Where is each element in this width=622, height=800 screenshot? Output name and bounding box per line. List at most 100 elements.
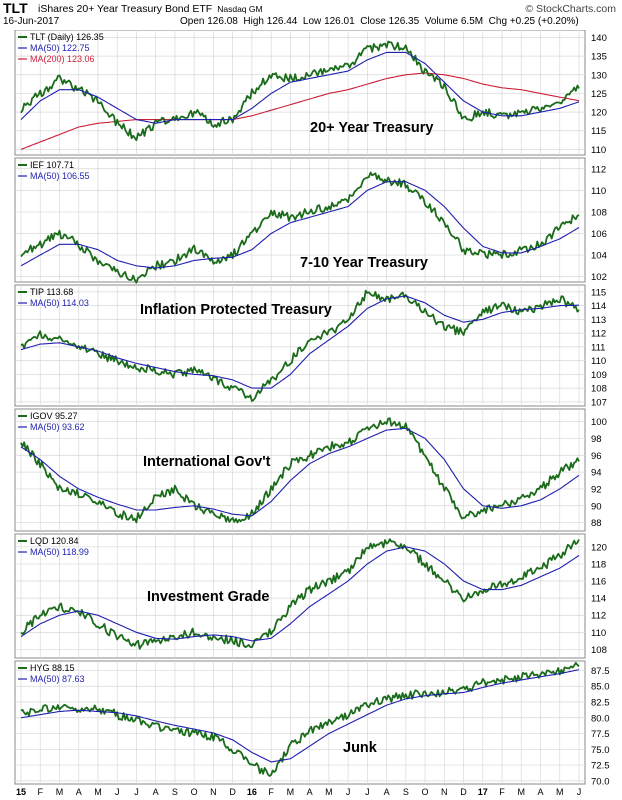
- y-tick-label: 110: [591, 186, 606, 197]
- x-tick-label: O: [191, 787, 198, 797]
- y-tick-label: 115: [591, 126, 606, 137]
- x-tick-label: N: [210, 787, 217, 797]
- ohlc-readout: Open 126.08 High 126.44 Low 126.01 Close…: [180, 16, 579, 27]
- y-tick-label: 80.0: [591, 713, 610, 724]
- y-tick-label: 75.0: [591, 745, 610, 756]
- security-name: iShares 20+ Year Treasury Bond ETF Nasdaq…: [38, 3, 263, 15]
- price-line: [20, 662, 580, 777]
- stockcharts-brand[interactable]: © StockCharts.com: [525, 3, 616, 15]
- panel-annotation: Inflation Protected Treasury: [140, 302, 332, 318]
- chart-header: TLT iShares 20+ Year Treasury Bond ETF Na…: [0, 0, 622, 30]
- y-tick-label: 110: [591, 145, 606, 156]
- close-label: Close: [360, 16, 386, 27]
- legend-entry: MA(50) 93.62: [30, 422, 85, 432]
- legend-entry: MA(50) 106.55: [30, 171, 90, 181]
- y-tick-label: 70.0: [591, 776, 610, 787]
- x-tick-label: F: [37, 787, 43, 797]
- chg-value: +0.25 (+0.20%): [509, 16, 579, 27]
- x-tick-label: F: [268, 787, 274, 797]
- y-tick-label: 104: [591, 251, 607, 262]
- legend-entry: IGOV 95.27: [30, 411, 78, 421]
- x-tick-label: M: [556, 787, 564, 797]
- low-label: Low: [302, 16, 322, 27]
- ma50-line: [20, 669, 580, 763]
- volume-value: 6.5M: [460, 16, 484, 27]
- ma50-line: [20, 295, 579, 389]
- legend-entry: LQD 120.84: [30, 536, 79, 546]
- y-tick-label: 111: [591, 342, 605, 353]
- x-tick-label: J: [577, 787, 582, 797]
- panel-annotation: 7-10 Year Treasury: [300, 255, 428, 271]
- y-tick-label: 110: [591, 628, 606, 639]
- panel-frame: [14, 284, 586, 407]
- y-tick-label: 108: [591, 384, 607, 395]
- x-tick-label: A: [538, 787, 544, 797]
- y-tick-label: 87.5: [591, 666, 610, 677]
- chg-label: Chg: [488, 16, 508, 27]
- volume-label: Volume: [424, 16, 459, 27]
- exchange-label: Nasdaq GM: [217, 4, 263, 14]
- panel-hyg: 70.0 72.5 75.0 77.5 80.0 82.5 85.0 87.5 HYG 88.1…: [14, 660, 610, 797]
- panel-frame: [14, 30, 586, 156]
- y-tick-label: 120: [591, 542, 607, 553]
- y-tick-label: 106: [591, 229, 607, 240]
- open-value: 126.08: [207, 16, 238, 27]
- y-tick-label: 94: [591, 468, 602, 479]
- panel-annotation: Junk: [343, 740, 378, 756]
- x-tick-label: M: [325, 787, 333, 797]
- y-tick-label: 107: [591, 397, 607, 408]
- y-tick-label: 100: [591, 417, 607, 428]
- ma50-line: [20, 181, 580, 269]
- y-tick-label: 125: [591, 89, 607, 100]
- panel-frame: [14, 408, 586, 532]
- legend-entry: MA(200) 123.06: [30, 54, 95, 64]
- panel-annotation: International Gov't: [143, 454, 271, 470]
- quote-date: 16-Jun-2017: [3, 16, 60, 27]
- legend-entry: IEF 107.71: [30, 160, 74, 170]
- y-tick-label: 112: [591, 329, 606, 340]
- x-tick-label: O: [422, 787, 429, 797]
- y-tick-label: 110: [591, 356, 606, 367]
- legend-entry: MA(50) 114.03: [30, 298, 89, 308]
- low-value: 126.01: [324, 16, 355, 27]
- x-tick-label: D: [460, 787, 467, 797]
- y-tick-label: 120: [591, 108, 607, 119]
- y-tick-label: 116: [591, 577, 606, 588]
- y-tick-label: 135: [591, 52, 607, 63]
- y-tick-label: 108: [591, 207, 607, 218]
- security-name-text: iShares 20+ Year Treasury Bond ETF: [38, 3, 213, 15]
- x-tick-label: D: [229, 787, 236, 797]
- legend-entry: TIP 113.68: [30, 287, 73, 297]
- y-tick-label: 112: [591, 164, 606, 175]
- x-tick-label: J: [346, 787, 351, 797]
- y-tick-label: 140: [591, 33, 607, 44]
- x-tick-label: A: [153, 787, 159, 797]
- y-tick-label: 114: [591, 301, 606, 312]
- price-line: [20, 417, 580, 524]
- panel-tip: 107 108 109 110 111 112 113 114 115 TIP 113.68MA(…: [14, 284, 607, 408]
- y-tick-label: 77.5: [591, 729, 610, 740]
- price-line: [20, 538, 580, 650]
- x-tick-label: J: [365, 787, 370, 797]
- x-tick-label: S: [172, 787, 178, 797]
- x-tick-label: F: [499, 787, 505, 797]
- x-tick-label: J: [115, 787, 120, 797]
- y-tick-label: 72.5: [591, 761, 610, 772]
- y-tick-label: 118: [591, 559, 606, 570]
- ma50-line: [20, 427, 580, 517]
- x-tick-label: J: [134, 787, 139, 797]
- y-tick-label: 112: [591, 611, 606, 622]
- close-value: 126.35: [388, 16, 420, 27]
- ma200-line: [20, 72, 580, 150]
- y-tick-label: 96: [591, 451, 602, 462]
- y-tick-label: 82.5: [591, 698, 610, 709]
- legend-entry: TLT (Daily) 126.35: [30, 32, 104, 42]
- y-tick-label: 115: [591, 287, 606, 298]
- x-tick-label: S: [403, 787, 409, 797]
- legend-entry: MA(50) 87.63: [30, 674, 85, 684]
- legend-entry: MA(50) 122.75: [30, 43, 90, 53]
